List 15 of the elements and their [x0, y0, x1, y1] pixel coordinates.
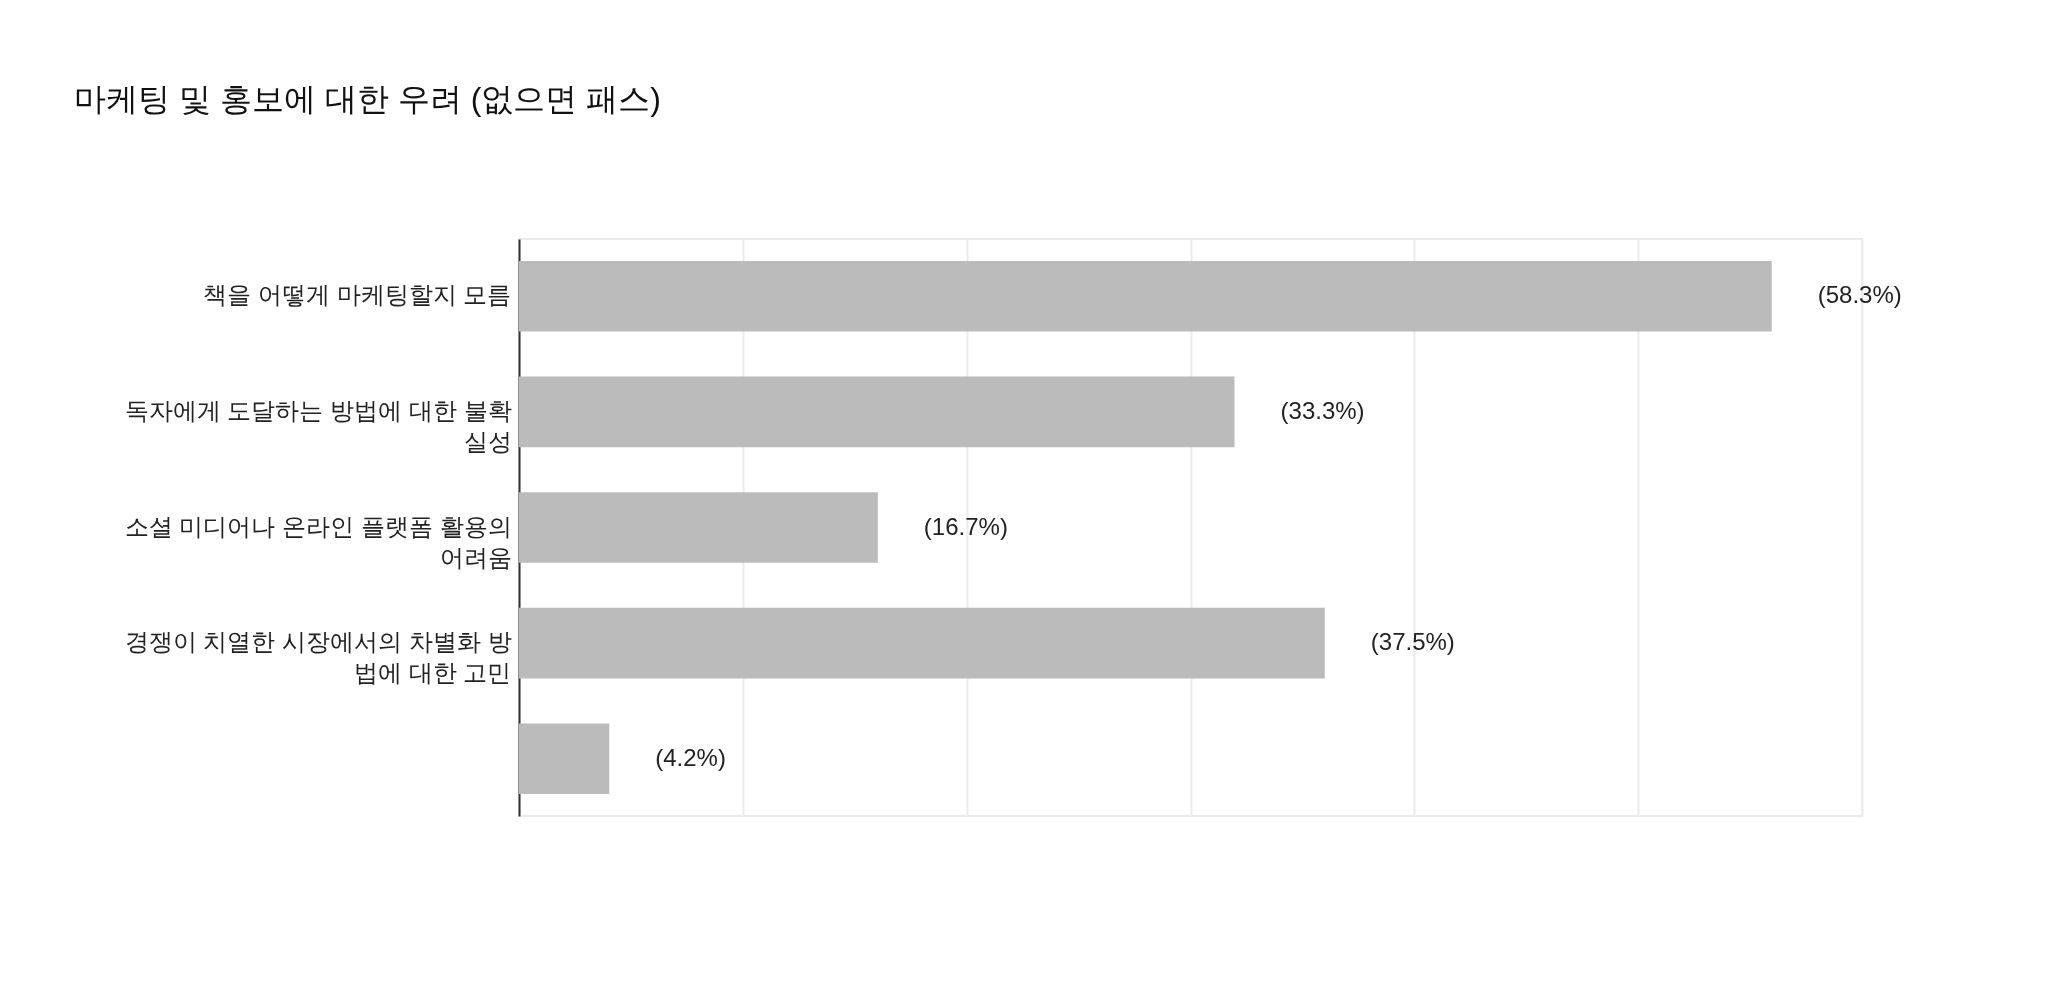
y-tick-label: 경쟁이 치열한 시장에서의 차별화 방법에 대한 고민	[124, 628, 512, 687]
data-label: (58.3%)	[1817, 281, 1902, 309]
y-tick-label: 소셜 미디어나 온라인 플랫폼 활용의 어려움	[124, 512, 512, 571]
bar	[519, 260, 1772, 332]
data-label: (16.7%)	[923, 512, 1008, 540]
bar	[519, 492, 878, 563]
y-tick-label: 책을 어떻게 마케팅할지 모름	[203, 281, 512, 309]
data-label: (33.3%)	[1280, 396, 1365, 424]
chart-title: 마케팅 및 홍보에 대한 우려 (없으면 패스)	[74, 81, 661, 117]
data-label: (4.2%)	[655, 743, 726, 771]
y-tick-label: 독자에게 도달하는 방법에 대한 불확실성	[124, 396, 512, 455]
bar	[519, 376, 1235, 448]
bar	[519, 607, 1325, 679]
data-label: (37.5%)	[1370, 628, 1455, 656]
bar	[519, 723, 610, 795]
